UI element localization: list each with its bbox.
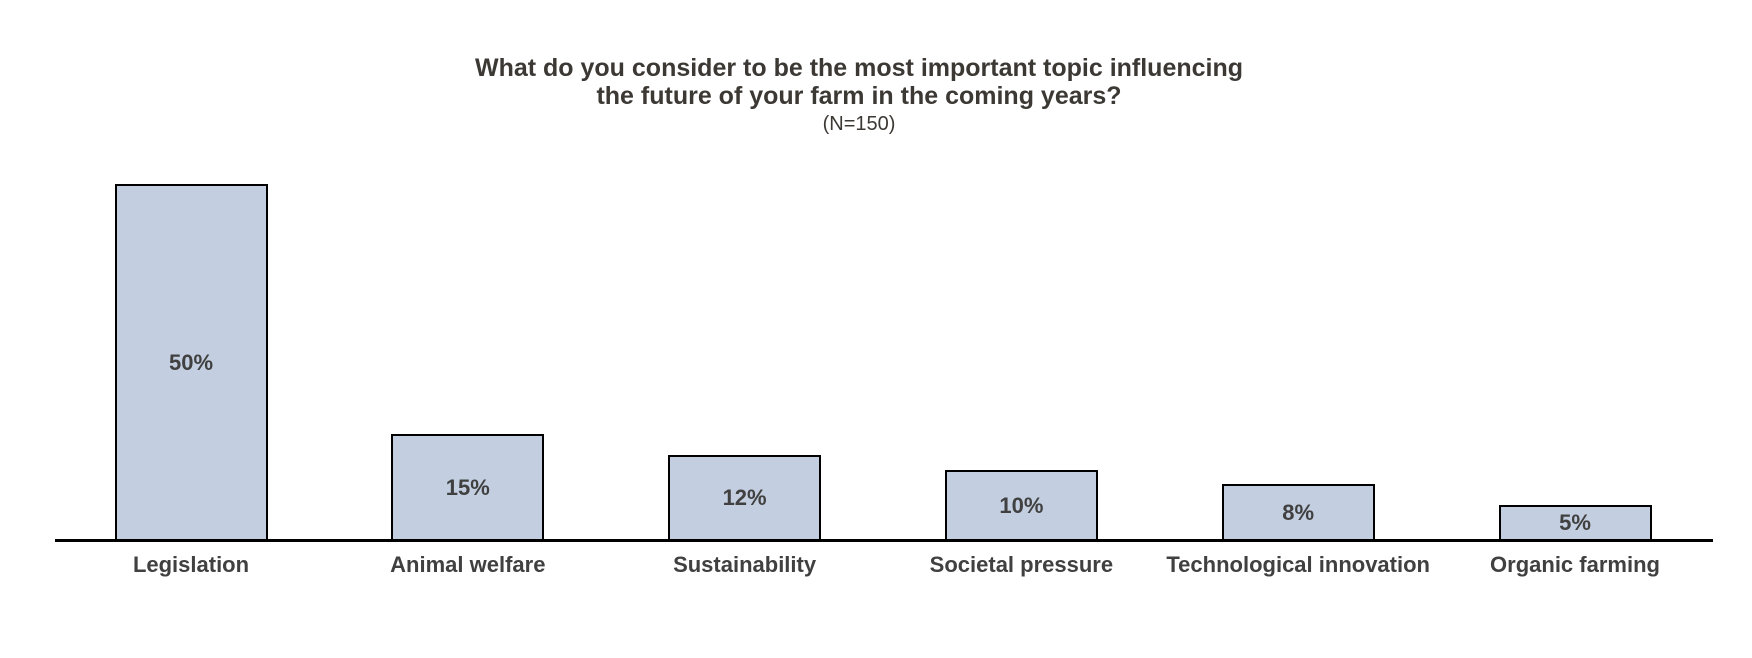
bar-sustainability: 12%: [668, 455, 822, 541]
category-label-sustainability: Sustainability: [673, 552, 817, 577]
category-label-technological-innovation: Technological innovation: [1166, 552, 1430, 577]
chart-subtitle: (N=150): [822, 113, 896, 135]
chart-title-block: What do you consider to be the most impo…: [0, 54, 1718, 136]
chart-title-line-2: the future of your farm in the coming ye…: [596, 82, 1122, 110]
bar-animal-welfare: 15%: [391, 434, 545, 541]
bar-value-label: 10%: [999, 492, 1044, 518]
bar-value-label: 8%: [1282, 499, 1315, 525]
bar-societal-pressure: 10%: [944, 470, 1098, 541]
bar-value-label: 12%: [722, 485, 767, 510]
category-label-organic-farming: Organic farming: [1490, 552, 1660, 577]
bar-value-label: 50%: [168, 349, 214, 375]
bar-value-label: 5%: [1559, 510, 1591, 535]
category-label-legislation: Legislation: [132, 552, 250, 577]
bar-organic-farming: 5%: [1498, 505, 1652, 541]
category-label-animal-welfare: Animal welfare: [390, 552, 546, 577]
bar-value-label: 15%: [445, 474, 490, 500]
bar-legislation: 50%: [114, 184, 268, 541]
x-axis-line: [55, 539, 1713, 542]
bar-technological-innovation: 8%: [1221, 484, 1375, 541]
chart-title-line-1: What do you consider to be the most impo…: [474, 54, 1244, 82]
category-label-societal-pressure: Societal pressure: [929, 552, 1114, 577]
